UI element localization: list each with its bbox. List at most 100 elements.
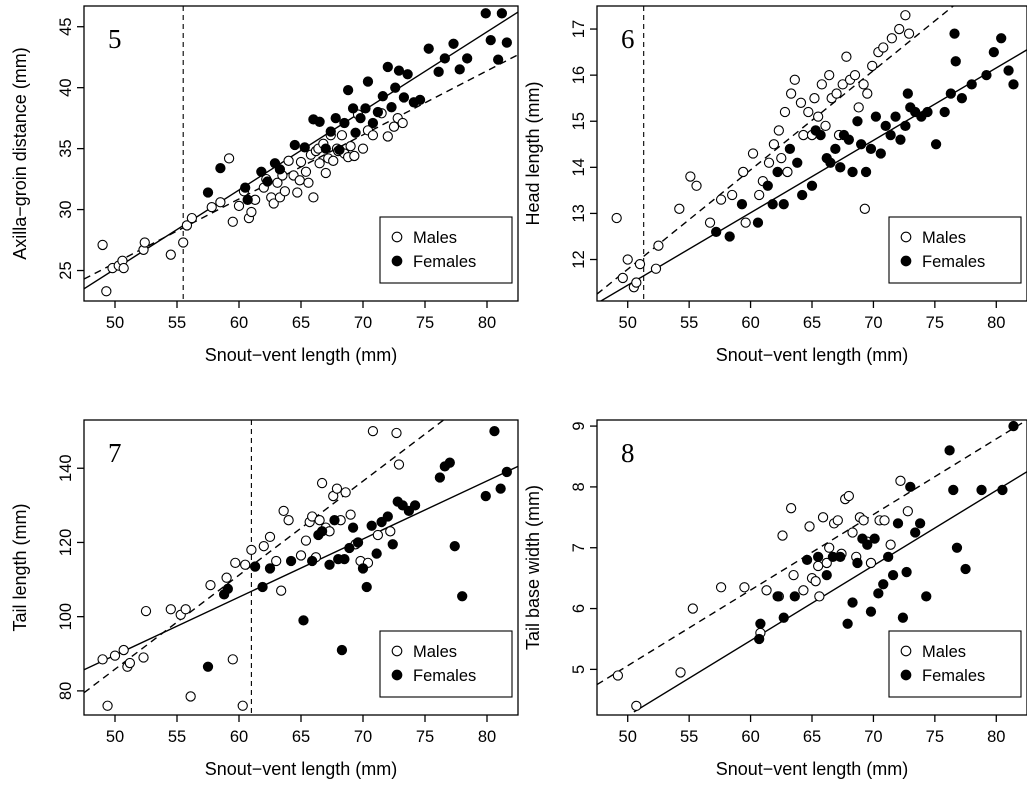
male-point (617, 272, 628, 284)
y-tick-label: 140 (57, 454, 75, 482)
male-point (715, 582, 727, 593)
female-point (945, 88, 956, 99)
female-point (778, 612, 789, 623)
male-point (349, 150, 360, 162)
male-point (779, 106, 791, 118)
female-point (377, 91, 388, 102)
female-point (299, 142, 310, 153)
female-point (347, 522, 359, 533)
male-point (886, 33, 898, 44)
male-point (139, 237, 150, 248)
x-tick-label: 60 (230, 314, 248, 332)
male-point (858, 79, 869, 90)
legend-male-marker (900, 231, 912, 243)
female-point (736, 199, 748, 210)
female-point (772, 166, 783, 178)
female-point (784, 143, 796, 155)
x-tick-label: 70 (864, 728, 882, 746)
female-point (772, 591, 783, 602)
female-point (835, 551, 846, 563)
male-point (859, 203, 870, 214)
male-point (862, 88, 873, 99)
x-tick-label: 60 (741, 728, 759, 746)
male-point (788, 569, 799, 581)
male-point (367, 130, 379, 141)
female-point (939, 106, 950, 118)
y-tick-label: 14 (570, 158, 588, 176)
female-point (762, 180, 773, 191)
male-point (295, 156, 307, 168)
x-tick-label: 50 (619, 728, 637, 746)
y-tick-label: 13 (570, 204, 588, 222)
male-point (303, 177, 314, 188)
y-tick-label: 100 (57, 603, 75, 631)
male-point (314, 515, 325, 526)
female-point (329, 515, 340, 526)
legend-female-marker (900, 669, 912, 681)
male-point (205, 579, 216, 591)
male-point (747, 148, 759, 159)
female-point (314, 116, 325, 127)
female-point (855, 139, 867, 150)
y-tick-label: 25 (57, 261, 75, 279)
female-point (242, 194, 253, 205)
male-point (814, 591, 825, 602)
male-point (331, 483, 343, 494)
y-tick-label: 12 (570, 250, 588, 268)
legend-label: Males (922, 643, 966, 661)
y-tick-label: 30 (57, 200, 75, 218)
male-point (773, 125, 784, 136)
y-tick-label: 5 (570, 665, 588, 674)
legend-female-marker (391, 255, 403, 267)
female-point (393, 65, 405, 76)
male-point (837, 79, 848, 90)
x-tick-label: 50 (106, 728, 124, 746)
legend-label: Males (413, 229, 457, 247)
male-point (109, 650, 121, 661)
female-point (489, 425, 500, 437)
female-point (495, 483, 506, 494)
female-point (398, 92, 410, 103)
female-point (352, 537, 364, 548)
legend-label: Females (922, 667, 985, 685)
female-point (439, 53, 450, 64)
male-point (276, 585, 287, 596)
legend-label: Males (413, 643, 457, 661)
x-tick-label: 80 (987, 314, 1005, 332)
female-point (289, 139, 300, 151)
male-point (726, 189, 738, 201)
legend-box (379, 630, 513, 698)
male-point (761, 585, 772, 596)
male-point (124, 657, 136, 669)
female-point (262, 176, 273, 187)
male-point (795, 97, 807, 108)
male-point (336, 130, 348, 141)
x-axis-label: Snout−vent length (mm) (716, 759, 909, 779)
female-point (298, 615, 309, 626)
male-point (812, 111, 824, 122)
plot-area (84, 420, 518, 715)
female-point (870, 111, 882, 122)
male-point (292, 187, 303, 198)
male-point (832, 515, 843, 526)
y-tick-label: 120 (57, 529, 75, 557)
male-point (685, 171, 696, 182)
female-point (921, 591, 932, 602)
x-tick-label: 60 (741, 314, 759, 332)
female-point (444, 457, 455, 468)
female-point (357, 563, 369, 574)
female-point (789, 591, 800, 602)
male-point (279, 186, 291, 197)
x-tick-label: 50 (619, 314, 637, 332)
male-point (763, 157, 775, 168)
female-point (755, 618, 766, 629)
x-tick-label: 75 (926, 728, 944, 746)
y-tick-label: 17 (570, 20, 588, 38)
female-point (895, 134, 906, 145)
female-point (910, 527, 921, 538)
male-point (391, 427, 402, 439)
female-point (711, 226, 722, 238)
male-point (650, 263, 662, 274)
x-tick-label: 65 (292, 314, 310, 332)
x-tick-label: 75 (416, 314, 434, 332)
